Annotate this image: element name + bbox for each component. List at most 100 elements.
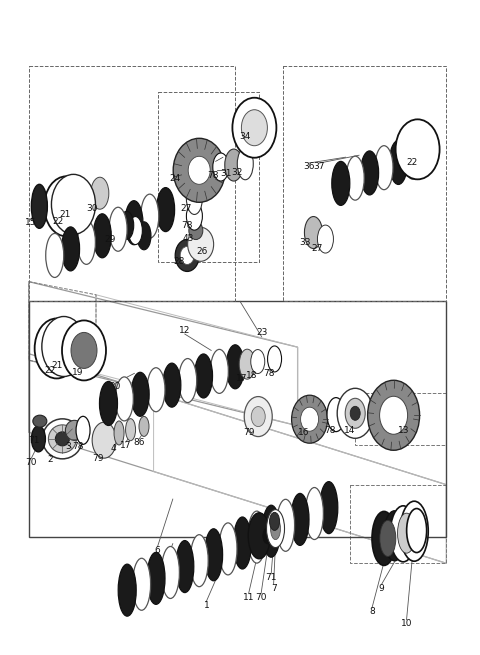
Text: 34: 34 (239, 132, 251, 141)
Ellipse shape (226, 345, 244, 389)
Ellipse shape (147, 367, 165, 412)
Ellipse shape (300, 407, 319, 431)
Ellipse shape (156, 187, 175, 232)
Ellipse shape (267, 346, 282, 372)
Text: 12: 12 (179, 326, 191, 335)
Ellipse shape (55, 432, 70, 446)
Ellipse shape (291, 493, 309, 546)
Text: 4: 4 (111, 444, 117, 453)
Ellipse shape (232, 98, 276, 158)
Ellipse shape (188, 227, 214, 261)
Text: 5: 5 (155, 582, 160, 591)
Ellipse shape (77, 220, 96, 265)
Ellipse shape (317, 225, 334, 253)
Text: 19: 19 (72, 367, 84, 377)
Text: 79: 79 (93, 454, 104, 463)
Ellipse shape (61, 227, 80, 271)
Ellipse shape (46, 233, 64, 278)
Ellipse shape (239, 349, 255, 379)
Text: 22: 22 (44, 366, 56, 375)
Ellipse shape (109, 207, 127, 252)
Ellipse shape (44, 176, 88, 236)
Text: 71: 71 (265, 573, 277, 582)
Ellipse shape (99, 381, 118, 426)
Text: 21: 21 (59, 210, 71, 219)
Ellipse shape (147, 552, 165, 605)
Ellipse shape (327, 398, 345, 432)
Ellipse shape (380, 396, 408, 434)
Text: 27: 27 (311, 244, 323, 253)
Text: 28: 28 (173, 257, 184, 267)
Ellipse shape (176, 540, 194, 593)
Text: 24: 24 (169, 174, 181, 183)
Ellipse shape (48, 425, 76, 453)
Ellipse shape (189, 221, 203, 240)
Text: 78: 78 (72, 442, 84, 451)
Ellipse shape (404, 135, 422, 179)
Text: 32: 32 (231, 168, 243, 177)
Text: 17: 17 (236, 374, 247, 383)
Ellipse shape (397, 513, 416, 553)
Text: 13: 13 (398, 426, 410, 436)
Ellipse shape (251, 350, 265, 373)
Text: 14: 14 (344, 426, 355, 436)
Text: 36: 36 (303, 162, 314, 171)
Ellipse shape (390, 506, 416, 562)
Ellipse shape (93, 214, 111, 258)
Ellipse shape (186, 202, 203, 230)
Text: 33: 33 (299, 238, 311, 247)
Text: 3: 3 (66, 442, 72, 451)
Text: 78: 78 (324, 426, 336, 436)
Text: 30: 30 (86, 204, 98, 213)
Ellipse shape (190, 534, 208, 587)
Text: 20: 20 (109, 382, 121, 391)
Ellipse shape (175, 240, 199, 271)
Ellipse shape (305, 487, 324, 540)
Ellipse shape (368, 381, 420, 450)
Ellipse shape (114, 421, 124, 445)
Text: 18: 18 (246, 371, 258, 381)
Ellipse shape (31, 426, 46, 452)
Ellipse shape (337, 388, 373, 438)
Text: 22: 22 (52, 217, 63, 226)
Text: 37: 37 (313, 162, 325, 171)
Ellipse shape (270, 512, 279, 531)
Ellipse shape (139, 417, 149, 436)
Ellipse shape (237, 148, 253, 179)
Ellipse shape (251, 407, 265, 426)
Ellipse shape (161, 546, 180, 599)
Ellipse shape (115, 377, 133, 421)
Ellipse shape (125, 200, 143, 245)
Text: 78: 78 (263, 369, 275, 378)
Ellipse shape (210, 349, 228, 394)
Ellipse shape (51, 174, 96, 234)
Ellipse shape (360, 151, 379, 195)
Text: 70: 70 (255, 593, 267, 602)
Ellipse shape (263, 528, 273, 544)
Ellipse shape (126, 419, 135, 441)
Ellipse shape (42, 419, 83, 459)
Ellipse shape (384, 511, 406, 561)
Text: 22: 22 (406, 158, 418, 167)
Ellipse shape (132, 558, 151, 610)
Text: 79: 79 (243, 428, 254, 437)
Ellipse shape (345, 398, 365, 428)
Text: 9: 9 (379, 584, 384, 593)
Ellipse shape (118, 564, 136, 616)
Ellipse shape (400, 501, 428, 561)
Ellipse shape (42, 316, 86, 377)
Text: 78: 78 (181, 221, 193, 230)
Text: 6: 6 (155, 546, 160, 555)
Ellipse shape (173, 138, 225, 202)
Text: 2: 2 (48, 455, 53, 464)
Ellipse shape (62, 320, 106, 381)
Ellipse shape (219, 523, 237, 575)
Ellipse shape (180, 246, 194, 265)
Ellipse shape (262, 505, 280, 557)
Ellipse shape (163, 363, 181, 407)
Ellipse shape (91, 178, 109, 209)
Text: 27: 27 (180, 204, 192, 213)
Ellipse shape (92, 422, 116, 458)
Text: 1: 1 (204, 601, 209, 610)
Text: 17: 17 (120, 441, 132, 450)
